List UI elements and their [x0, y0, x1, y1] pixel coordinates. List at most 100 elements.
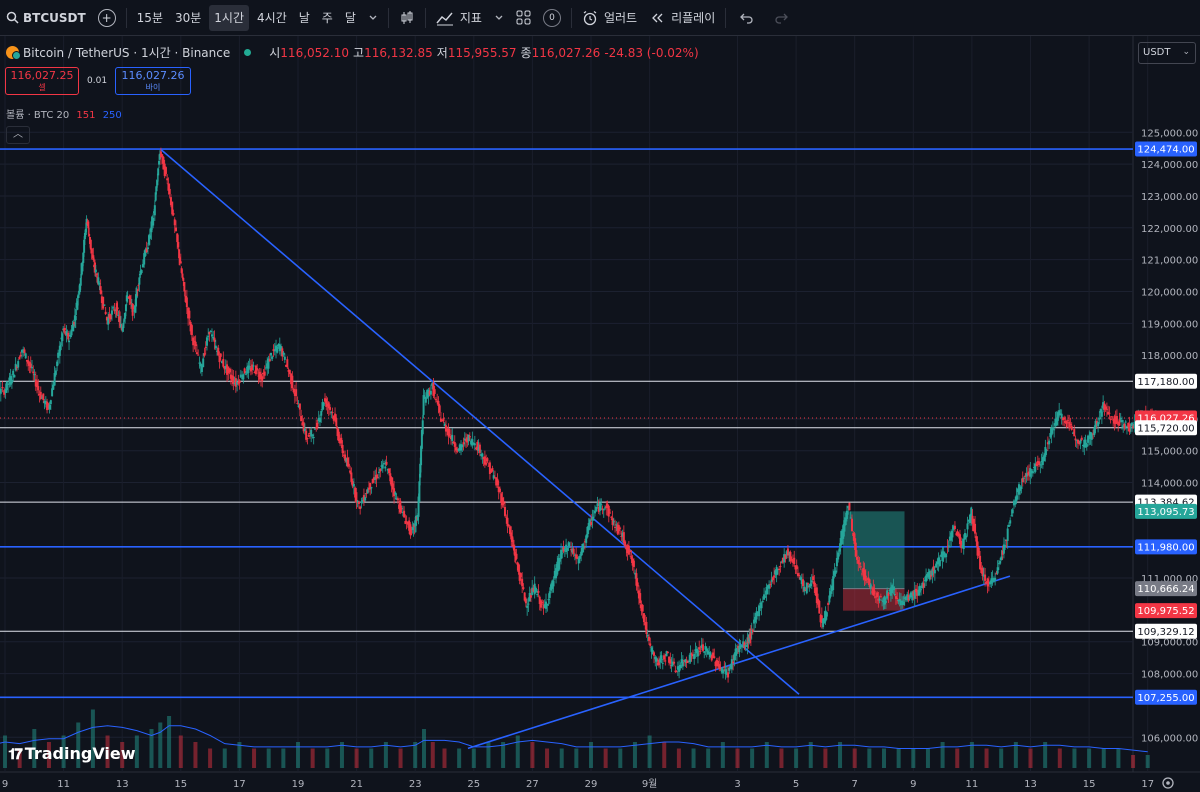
volume-bar	[589, 742, 593, 768]
candle-body	[533, 583, 536, 595]
volume-bar	[76, 722, 81, 768]
replay-button[interactable]: 리플레이	[643, 0, 721, 36]
undo-button[interactable]	[730, 0, 764, 36]
candle-body	[548, 591, 551, 598]
legend-title[interactable]: Bitcoin / TetherUS · 1시간 · Binance	[23, 46, 231, 60]
volume-legend[interactable]: 볼륨 · BTC 20 151 250	[6, 106, 122, 121]
candle-body	[395, 498, 398, 500]
settings-icon[interactable]	[1162, 777, 1174, 789]
layouts-button[interactable]	[510, 0, 537, 36]
candle-body	[303, 428, 306, 431]
candle-body	[126, 298, 129, 300]
trend-lines[interactable]	[159, 148, 1011, 750]
candle-body	[587, 522, 590, 531]
candle-body	[70, 329, 73, 336]
time-tick-label: 3	[734, 779, 740, 790]
price-label-text: 109,329.12	[1137, 627, 1194, 638]
volume-legend-v1: 151	[76, 110, 96, 121]
interval-dropdown[interactable]	[362, 0, 384, 36]
candle-body	[805, 582, 808, 594]
candle-body	[703, 651, 706, 653]
symbol-search[interactable]: BTCUSDT	[0, 0, 92, 36]
interval-1h[interactable]: 1시간	[207, 0, 251, 36]
candle-body	[198, 362, 201, 364]
candle-body	[231, 375, 234, 381]
time-scale[interactable]: 9 11 13 15 17 19 21 23 25 27 29 9월 3 5 7 9 11 13 15 17	[2, 778, 1154, 790]
candle-body	[560, 549, 563, 559]
interval-week[interactable]: 주	[321, 11, 333, 25]
candle-body	[157, 168, 160, 176]
candle-body	[73, 322, 76, 324]
bitcoin-icon	[6, 46, 21, 60]
volume-bar	[999, 748, 1004, 768]
candle-body	[116, 307, 119, 310]
candle-body	[472, 442, 475, 445]
currency-select[interactable]: USDT ⌄	[1138, 42, 1196, 64]
candle-body	[864, 575, 867, 581]
redo-button[interactable]	[764, 0, 798, 36]
candle-body	[886, 590, 889, 599]
layouts-count[interactable]: 0	[537, 0, 567, 36]
horizontal-levels[interactable]	[0, 148, 1133, 699]
candle-body	[979, 555, 982, 570]
price-label-text: 107,255.00	[1137, 693, 1194, 704]
candle-body	[892, 586, 895, 591]
candle-body	[438, 405, 441, 413]
candle-body	[825, 612, 828, 617]
alert-button[interactable]: 얼러트	[576, 0, 643, 36]
buy-button[interactable]: 116,027.26 바이	[115, 67, 192, 95]
candle-body	[695, 648, 698, 654]
indicators-button[interactable]: 지표	[430, 0, 488, 36]
volume-bar	[1028, 748, 1033, 768]
candle-body	[421, 420, 424, 435]
candle-body	[515, 553, 518, 559]
interval-month[interactable]: 달	[344, 11, 356, 25]
candle-body	[732, 661, 735, 664]
candle-body	[832, 576, 835, 591]
collapse-legend-button[interactable]: ︿	[6, 126, 30, 144]
candle-body	[1012, 500, 1015, 506]
candle-body	[980, 567, 983, 573]
candle-body	[766, 585, 769, 589]
interval-day[interactable]: 날	[298, 11, 310, 25]
chart-type-button[interactable]	[393, 0, 421, 36]
volume-bar	[955, 748, 960, 768]
candle-body	[134, 305, 137, 313]
volume-bar	[794, 748, 799, 768]
candle-body	[1068, 421, 1071, 429]
candle-body	[103, 304, 106, 306]
candle-body	[140, 270, 143, 274]
candle-body	[671, 661, 674, 665]
candle-body	[251, 364, 254, 370]
candle-body	[930, 575, 933, 577]
candle-body	[1035, 463, 1038, 467]
indicators-dropdown[interactable]	[488, 0, 510, 36]
sell-button[interactable]: 116,027.25 셀	[5, 67, 79, 95]
candle-body	[516, 562, 519, 565]
candle-body	[850, 518, 853, 532]
interval-30m[interactable]: 30분	[174, 11, 202, 25]
volume-bar	[17, 748, 22, 768]
candle-body	[586, 526, 589, 538]
candle-body	[401, 511, 404, 513]
price-chart[interactable]: 125,000.00 124,000.00 123,000.00 122,000.00…	[0, 36, 1200, 792]
candle-body	[649, 643, 652, 646]
candle-body	[355, 492, 358, 503]
candle-body	[331, 412, 334, 414]
candle-body	[620, 535, 623, 537]
candle-body	[511, 536, 514, 542]
compare-button[interactable]: +	[92, 0, 122, 36]
candle-body	[59, 344, 62, 351]
candle-body	[272, 349, 275, 351]
high-label: 고	[353, 46, 365, 60]
candle-body	[238, 380, 241, 384]
candle-body	[1011, 509, 1014, 514]
interval-4h[interactable]: 4시간	[257, 11, 287, 25]
interval-15m[interactable]: 15분	[136, 11, 163, 25]
candle-body	[420, 429, 423, 449]
candle-body	[701, 644, 704, 651]
candle-body	[465, 439, 468, 442]
price-label-box	[1135, 623, 1197, 639]
candle-body	[1088, 436, 1091, 438]
long-position-tool[interactable]	[842, 511, 905, 611]
